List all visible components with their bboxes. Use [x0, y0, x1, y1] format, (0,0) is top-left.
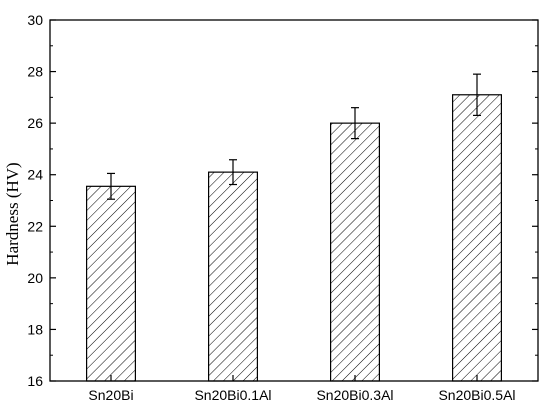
axes-layer: 16 18 20 22 24 26 28 30 Sn20Bi Sn20Bi0.1Al Sn20Bi0… [27, 12, 539, 403]
y-tick-label: 28 [27, 64, 43, 80]
bar [208, 171, 259, 382]
y-tick-label: 24 [27, 167, 43, 183]
x-tick-label: Sn20Bi [88, 387, 133, 403]
y-tick-label: 20 [27, 270, 43, 286]
y-tick-label: 18 [27, 321, 43, 337]
y-tick-label: 30 [27, 12, 43, 28]
y-tick-label: 16 [27, 373, 43, 389]
bar [452, 94, 503, 382]
bars-layer [85, 73, 503, 382]
y-tick-label: 22 [27, 218, 43, 234]
y-axis-title: Hardness (HV) [3, 162, 22, 265]
x-tick-label: Sn20Bi0.1Al [194, 387, 271, 403]
bar [330, 122, 381, 382]
x-tick-label: Sn20Bi0.3Al [316, 387, 393, 403]
bar [85, 185, 136, 382]
x-tick-label: Sn20Bi0.5Al [438, 387, 515, 403]
y-tick-label: 26 [27, 115, 43, 131]
